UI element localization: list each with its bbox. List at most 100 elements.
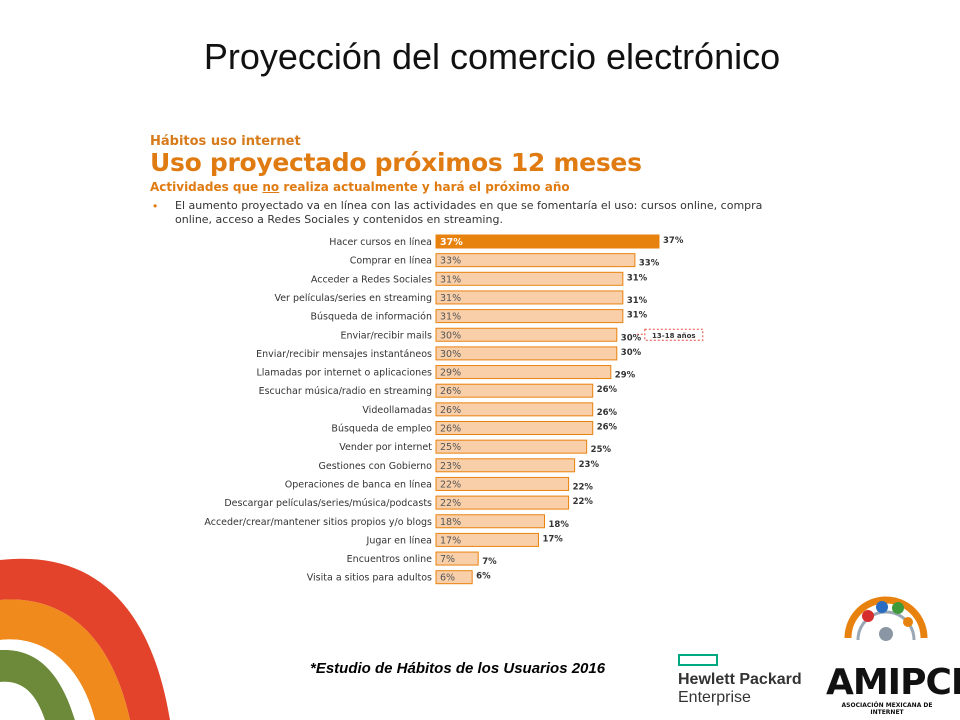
bar: [435, 271, 624, 286]
decorative-swoosh: [0, 558, 170, 720]
value-label: 33%: [639, 259, 660, 269]
hpe-logo-line2: Enterprise: [678, 689, 751, 706]
bar-inner-label: 26%: [440, 405, 461, 416]
bar-inner-label: 30%: [440, 330, 461, 341]
value-label: 25%: [591, 445, 612, 455]
value-label: 37%: [663, 236, 684, 246]
hpe-logo-line1: Hewlett Packard: [678, 671, 802, 688]
value-label: 26%: [597, 408, 618, 418]
footnote: *Estudio de Hábitos de los Usuarios 2016: [310, 660, 606, 677]
bar-inner-label: 31%: [440, 293, 461, 304]
category-label: Videollamadas: [362, 405, 432, 416]
category-label: Hacer cursos en línea: [329, 237, 432, 248]
category-label: Acceder/crear/mantener sitios propios y/…: [204, 517, 432, 528]
value-label: 17%: [542, 534, 563, 544]
value-label: 22%: [573, 482, 594, 492]
category-label: Operaciones de banca en línea: [285, 479, 432, 490]
swoosh-red: [0, 558, 170, 720]
annotation-label: 13-18 años: [652, 332, 696, 340]
category-label: Jugar en línea: [366, 535, 432, 546]
hpe-logo: Hewlett Packard Enterprise: [678, 654, 808, 710]
swoosh-green: [0, 649, 75, 720]
bar-inner-label: 22%: [440, 479, 461, 490]
bullet-mark: •: [153, 199, 158, 213]
annotation-box: [644, 328, 704, 341]
bar-inner-label: 7%: [440, 554, 455, 565]
category-label: Comprar en línea: [350, 256, 432, 267]
amipci-logo: AMIPCI ASOCIACIÓN MEXICANA DE INTERNET: [826, 592, 960, 716]
bar: [435, 495, 570, 510]
value-label: 30%: [621, 333, 642, 343]
value-label: 23%: [579, 460, 600, 470]
bar-inner-label: 33%: [440, 256, 461, 267]
bar: [435, 458, 576, 473]
category-label: Vender por internet: [339, 442, 432, 453]
bar: [435, 551, 479, 566]
bar: [435, 570, 473, 585]
category-label: Enviar/recibir mails: [340, 330, 432, 341]
chart-headline: Uso proyectado próximos 12 meses: [150, 148, 642, 177]
bar-inner-label: 6%: [440, 573, 455, 584]
value-label: 29%: [615, 371, 636, 381]
bar-inner-label: 37%: [440, 237, 463, 248]
bar: [435, 309, 624, 324]
amipci-emblem-icon: [844, 596, 928, 641]
bar-inner-label: 31%: [440, 312, 461, 323]
value-label: 31%: [627, 296, 648, 306]
value-label: 22%: [573, 497, 594, 507]
bar-inner-label: 30%: [440, 349, 461, 360]
bar: [435, 234, 660, 249]
category-label: Búsqueda de empleo: [331, 424, 432, 435]
amipci-subtitle: ASOCIACIÓN MEXICANA DE INTERNET: [841, 702, 933, 716]
category-label: Visita a sitios para adultos: [307, 573, 432, 584]
bar: [435, 290, 624, 305]
value-label: 30%: [621, 348, 642, 358]
bar: [435, 346, 618, 361]
category-label: Acceder a Redes Sociales: [311, 274, 432, 285]
swoosh-orange: [0, 599, 130, 720]
section-kicker: Hábitos uso internet: [150, 134, 301, 149]
bar-inner-label: 25%: [440, 442, 461, 453]
bar: [435, 439, 588, 454]
bar: [435, 476, 570, 491]
subhead-part-1: Actividades que: [150, 180, 263, 194]
category-label: Encuentros online: [347, 554, 432, 565]
bar: [435, 365, 612, 380]
bar: [435, 383, 594, 398]
slide-title: Proyección del comercio electrónico: [203, 36, 781, 77]
category-label: Gestiones con Gobierno: [318, 461, 432, 472]
bar-inner-label: 17%: [440, 535, 461, 546]
category-label: Descargar películas/series/música/podcas…: [224, 498, 432, 509]
value-label: 26%: [597, 423, 618, 433]
bar-inner-label: 31%: [440, 274, 461, 285]
bar-inner-label: 29%: [440, 368, 461, 379]
bar-inner-label: 23%: [440, 461, 461, 472]
bar: [435, 514, 545, 529]
value-label: 7%: [482, 557, 497, 567]
bar: [435, 421, 594, 435]
category-label: Enviar/recibir mensajes instantáneos: [256, 349, 432, 360]
subhead-underlined-word: no: [262, 180, 280, 194]
value-label: 6%: [476, 572, 491, 582]
bar-inner-label: 18%: [440, 517, 461, 528]
hpe-element-icon: [678, 654, 718, 666]
category-label: Ver películas/series en streaming: [274, 293, 432, 304]
value-label: 18%: [548, 520, 569, 530]
bar-inner-label: 22%: [440, 498, 461, 509]
bar-inner-label: 26%: [440, 424, 461, 435]
swoosh-white-gap: [0, 639, 95, 720]
bar-inner-label: 26%: [440, 386, 461, 397]
bullet-text: El aumento proyectado va en línea con la…: [175, 199, 763, 226]
amipci-wordmark: AMIPCI: [826, 662, 960, 703]
value-label: 26%: [597, 385, 618, 395]
category-label: Escuchar música/radio en streaming: [259, 386, 432, 397]
value-label: 31%: [627, 311, 648, 321]
bar: [435, 327, 618, 342]
category-label: Llamadas por internet o aplicaciones: [257, 368, 433, 379]
category-label: Búsqueda de información: [311, 312, 432, 323]
subhead-part-2: realiza actualmente y hará el próximo añ…: [279, 180, 570, 194]
value-label: 31%: [627, 273, 648, 283]
bar: [435, 402, 594, 417]
bar: [435, 532, 539, 547]
